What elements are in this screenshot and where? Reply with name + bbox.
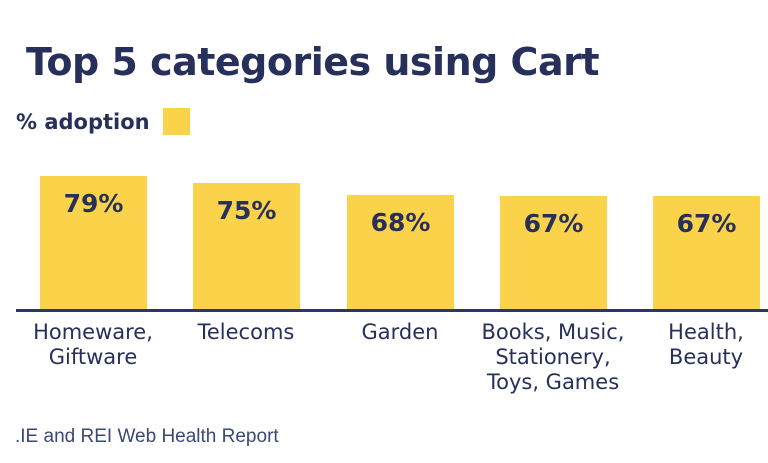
legend: % adoption xyxy=(16,108,190,135)
category-label-line: Giftware xyxy=(48,345,138,369)
category-label: Telecoms xyxy=(156,320,336,345)
bar-value-label: 67% xyxy=(676,209,737,238)
category-label-line: Stationery, xyxy=(495,345,611,369)
category-label: Garden xyxy=(310,320,490,345)
category-label: Books, Music, Stationery, Toys, Games xyxy=(463,320,643,395)
legend-swatch-icon xyxy=(162,108,190,135)
bar-3: 68% xyxy=(347,195,454,309)
bar-value-label: 67% xyxy=(523,209,584,238)
category-label-line: Garden xyxy=(361,320,439,344)
bar-2: 75% xyxy=(193,183,300,309)
source-note: .IE and REI Web Health Report xyxy=(15,426,279,447)
page-title: Top 5 categories using Cart xyxy=(26,40,600,84)
category-label: Health, Beauty xyxy=(616,320,768,370)
legend-label: % adoption xyxy=(16,109,150,134)
bar-value-label: 79% xyxy=(63,189,124,218)
category-label-line: Homeware, xyxy=(33,320,153,344)
bar-4: 67% xyxy=(500,196,607,309)
bar-5: 67% xyxy=(653,196,760,309)
category-label: Homeware, Giftware xyxy=(3,320,183,370)
category-label-line: Health, xyxy=(668,320,744,344)
x-axis-line xyxy=(16,309,768,312)
category-label-line: Beauty xyxy=(668,345,744,369)
bar-1: 79% xyxy=(40,176,147,309)
category-label-line: Toys, Games xyxy=(486,370,620,394)
category-label-line: Books, Music, xyxy=(481,320,625,344)
category-label-line: Telecoms xyxy=(197,320,295,344)
bar-value-label: 75% xyxy=(216,196,277,225)
bar-value-label: 68% xyxy=(370,208,431,237)
